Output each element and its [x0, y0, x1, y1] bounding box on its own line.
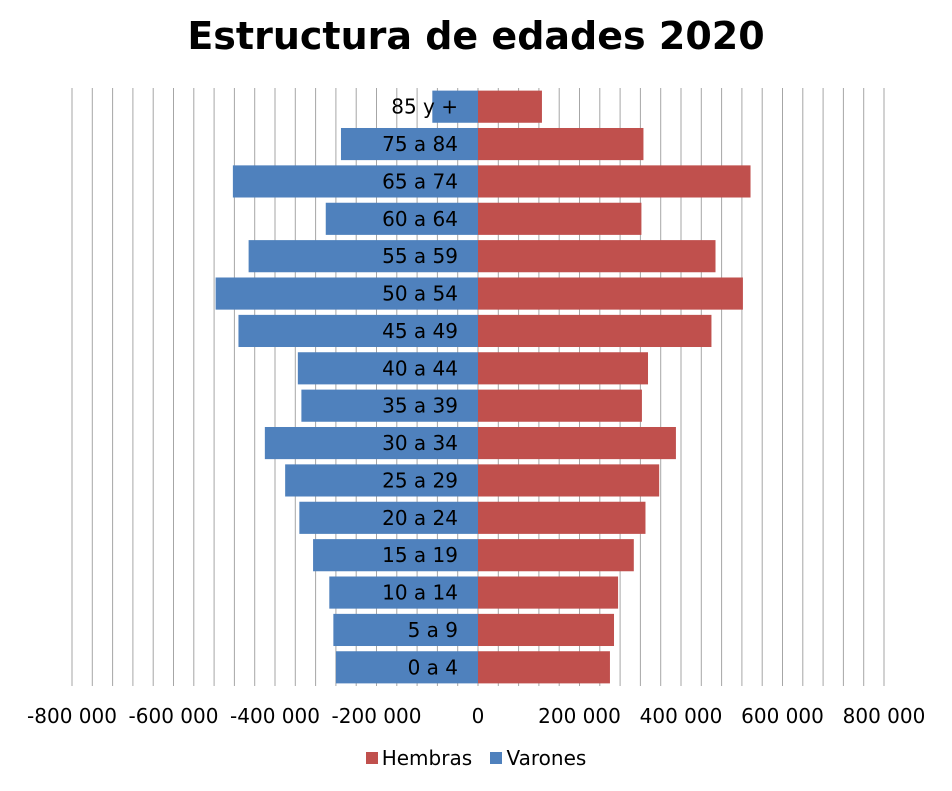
bar-varones-25-a-29 [285, 464, 478, 497]
chart-title: Estructura de edades 2020 [187, 14, 765, 58]
x-axis-ticks: -800 000 -600 000 -400 000 -200 000 0 200 000… [27, 704, 925, 728]
category-label: 40 a 44 [382, 356, 458, 380]
bar-varones-0-a-4 [335, 651, 478, 684]
bar-hembras-35-a-39 [478, 389, 642, 422]
bar-varones-60-a-64 [325, 202, 478, 235]
category-label: 65 a 74 [382, 169, 458, 193]
category-label: 0 a 4 [408, 655, 458, 679]
x-tick-label: -800 000 [27, 704, 117, 728]
bar-hembras-10-a-14 [478, 576, 619, 609]
legend-label-hembras: Hembras [381, 746, 473, 770]
category-label: 30 a 34 [382, 431, 458, 455]
bar-varones-55-a-59 [248, 240, 478, 273]
bar-hembras-50-a-54 [478, 277, 743, 310]
category-label: 10 a 14 [382, 581, 458, 605]
x-tick-label: -200 000 [332, 704, 422, 728]
bar-hembras-15-a-19 [478, 539, 634, 572]
legend-label-varones: Varones [506, 746, 587, 770]
bar-varones-40-a-44 [297, 352, 478, 385]
bar-varones-65-a-74 [232, 165, 478, 198]
bar-hembras-40-a-44 [478, 352, 649, 385]
legend-swatch-varones [490, 752, 503, 764]
bar-hembras-65-a-74 [478, 165, 751, 198]
bar-hembras-75-a-84 [478, 127, 644, 161]
category-label: 60 a 64 [382, 207, 458, 231]
bar-varones-10-a-14 [329, 576, 478, 609]
bar-varones-5-a-9 [333, 613, 478, 647]
category-label: 5 a 9 [408, 618, 458, 642]
bar-hembras-0-a-4 [478, 651, 610, 684]
category-label: 85 y + [391, 95, 458, 119]
legend-item-hembras: Hembras [365, 746, 473, 770]
bar-varones-15-a-19 [313, 539, 478, 572]
legend-swatch-hembras [365, 752, 378, 764]
category-labels: 0 a 4 5 a 9 10 a 14 15 a 19 20 a 24 25 a 29 30… [382, 95, 458, 680]
bar-hembras-25-a-29 [478, 464, 660, 497]
bar-hembras-30-a-34 [478, 426, 676, 460]
bar-hembras-85-y-plus [478, 90, 542, 123]
bar-varones-20-a-24 [299, 501, 478, 534]
category-label: 25 a 29 [382, 468, 458, 492]
bar-hembras-60-a-64 [478, 202, 642, 235]
x-tick-label: 0 [472, 704, 485, 728]
legend: Hembras Varones [0, 746, 952, 770]
category-label: 15 a 19 [382, 543, 458, 567]
x-tick-label: -400 000 [230, 704, 320, 728]
bars [215, 90, 751, 684]
category-label: 20 a 24 [382, 506, 458, 530]
x-tick-label: 200 000 [538, 704, 621, 728]
bar-hembras-55-a-59 [478, 240, 716, 273]
x-tick-label: 400 000 [640, 704, 723, 728]
category-label: 35 a 39 [382, 394, 458, 418]
bar-hembras-20-a-24 [478, 501, 646, 534]
bar-varones-85-y-plus [432, 90, 478, 123]
bar-varones-50-a-54 [215, 277, 478, 310]
legend-item-varones: Varones [490, 746, 586, 770]
bar-varones-35-a-39 [301, 389, 478, 422]
x-tick-label: -600 000 [129, 704, 219, 728]
bar-hembras-5-a-9 [478, 613, 615, 647]
bar-varones-30-a-34 [264, 426, 478, 460]
category-label: 55 a 59 [382, 244, 458, 268]
category-label: 75 a 84 [382, 132, 458, 156]
category-label: 45 a 49 [382, 319, 458, 343]
x-tick-label: 600 000 [741, 704, 824, 728]
bar-varones-45-a-49 [238, 314, 478, 348]
category-label: 50 a 54 [382, 282, 458, 306]
bar-hembras-45-a-49 [478, 314, 712, 348]
bar-varones-75-a-84 [340, 127, 478, 161]
x-tick-label: 800 000 [843, 704, 926, 728]
